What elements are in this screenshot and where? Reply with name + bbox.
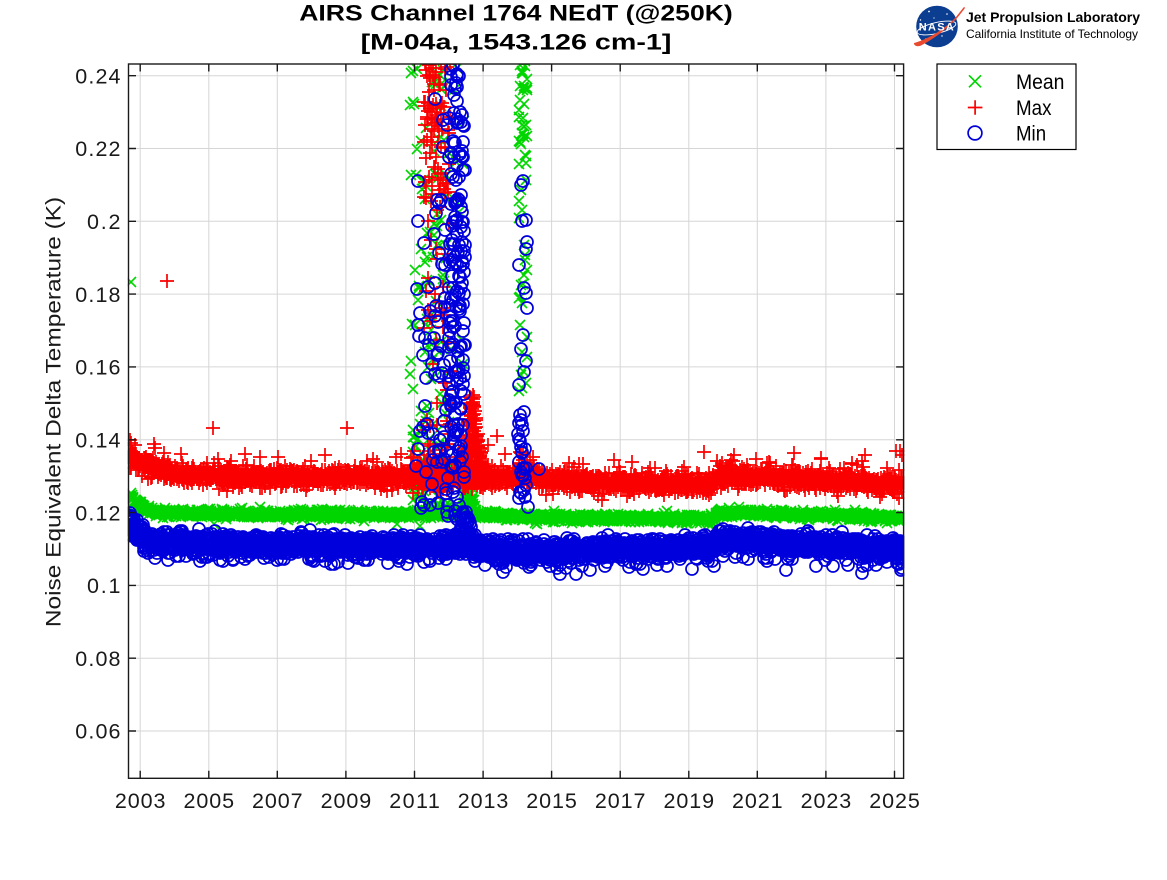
svg-text:0.24: 0.24	[75, 64, 120, 88]
svg-text:0.2: 0.2	[87, 210, 121, 234]
svg-text:California Institute of Techno: California Institute of Technology	[966, 27, 1138, 41]
svg-text:AIRS Channel 1764 NEdT (@250K): AIRS Channel 1764 NEdT (@250K)	[299, 2, 733, 26]
svg-text:0.22: 0.22	[75, 137, 120, 161]
svg-text:2019: 2019	[664, 789, 715, 813]
svg-text:[M-04a, 1543.126 cm-1]: [M-04a, 1543.126 cm-1]	[361, 31, 672, 55]
svg-text:2003: 2003	[115, 789, 166, 813]
svg-text:2009: 2009	[321, 789, 372, 813]
svg-text:2023: 2023	[801, 789, 852, 813]
svg-text:0.18: 0.18	[75, 283, 120, 307]
svg-text:Mean: Mean	[1016, 71, 1064, 94]
svg-text:2011: 2011	[389, 789, 440, 813]
svg-text:2025: 2025	[869, 789, 920, 813]
svg-text:2005: 2005	[184, 789, 235, 813]
svg-text:0.1: 0.1	[87, 574, 121, 598]
svg-text:2007: 2007	[252, 789, 303, 813]
svg-text:0.14: 0.14	[75, 429, 120, 453]
svg-text:2015: 2015	[526, 789, 577, 813]
svg-text:Max: Max	[1016, 97, 1051, 120]
svg-text:Noise Equivalent Delta Tempera: Noise Equivalent Delta Temperature (K)	[41, 197, 65, 627]
svg-text:0.06: 0.06	[75, 720, 120, 744]
svg-text:2017: 2017	[595, 789, 646, 813]
svg-text:0.08: 0.08	[75, 647, 120, 671]
svg-text:NASA: NASA	[919, 22, 956, 34]
svg-text:Min: Min	[1016, 123, 1046, 146]
svg-text:Jet Propulsion Laboratory: Jet Propulsion Laboratory	[966, 9, 1140, 25]
svg-text:2021: 2021	[732, 789, 783, 813]
svg-text:2013: 2013	[458, 789, 509, 813]
svg-text:0.12: 0.12	[75, 501, 120, 525]
svg-text:0.16: 0.16	[75, 356, 120, 380]
